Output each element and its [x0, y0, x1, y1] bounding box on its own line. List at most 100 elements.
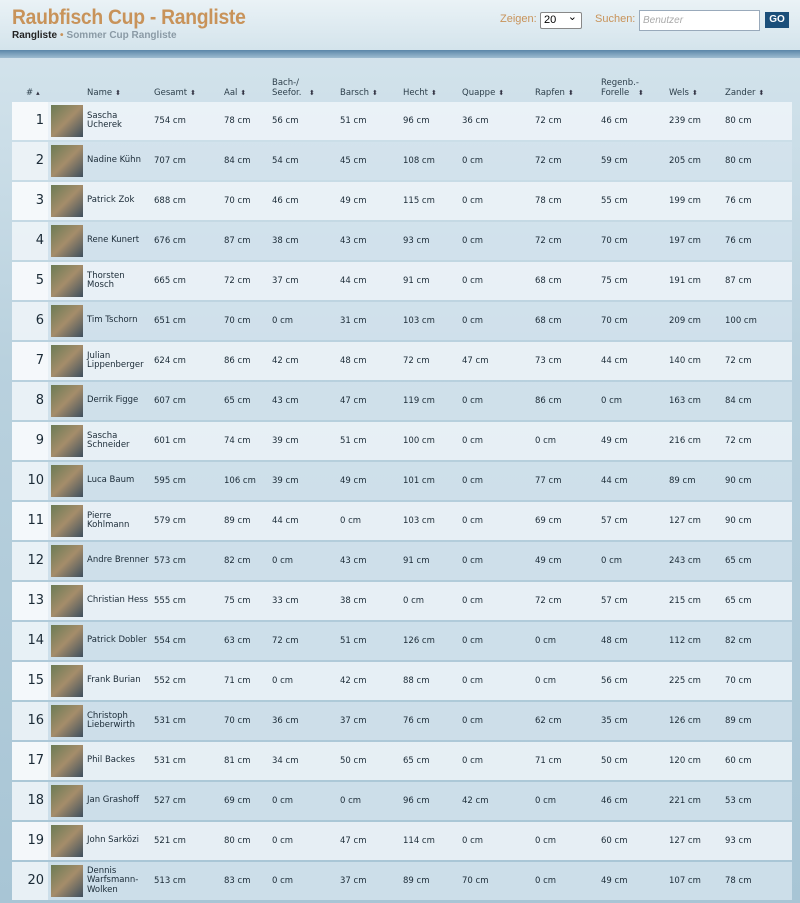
- length-cell: 108 cm: [403, 156, 435, 166]
- sort-icon[interactable]: ⬍: [372, 89, 378, 97]
- length-cell: 88 cm: [403, 676, 430, 686]
- avatar[interactable]: [51, 305, 83, 337]
- length-cell: 37 cm: [272, 276, 299, 286]
- sort-icon[interactable]: ⬍: [431, 89, 437, 97]
- show-select[interactable]: 20: [540, 10, 582, 29]
- search-input[interactable]: Benutzer: [639, 10, 760, 31]
- column-header[interactable]: Wels ⬍: [669, 68, 719, 98]
- length-cell: 59 cm: [601, 156, 628, 166]
- table-row: 18 Jan Grashoff 527 cm 69 cm 0 cm 0 cm 96 cm 42…: [12, 782, 792, 820]
- rank: 20: [12, 862, 48, 900]
- sort-icon[interactable]: ⬍: [567, 89, 574, 97]
- user-name[interactable]: Pierre Kohlmann: [87, 510, 130, 530]
- length-cell: 80 cm: [725, 116, 752, 126]
- table-row: 7 Julian Lippenberger 624 cm 86 cm 42 cm 48 c…: [12, 342, 792, 380]
- avatar[interactable]: [51, 505, 83, 537]
- user-name[interactable]: Sascha Ucherek: [87, 110, 122, 130]
- length-cell: 38 cm: [272, 236, 299, 246]
- column-header[interactable]: Rapfen ⬍: [535, 68, 590, 98]
- user-name[interactable]: Rene Kunert: [87, 235, 140, 246]
- user-name[interactable]: Sascha Schneider: [87, 430, 130, 450]
- column-header[interactable]: Name ⬍: [87, 68, 147, 98]
- rank: 8: [12, 382, 48, 420]
- length-cell: 0 cm: [601, 556, 623, 566]
- avatar[interactable]: [51, 425, 83, 457]
- user-name[interactable]: Christian Hess: [87, 595, 149, 606]
- sort-icon[interactable]: ⬍: [115, 89, 121, 97]
- column-header[interactable]: Barsch ⬍: [340, 68, 390, 98]
- rank: 16: [12, 702, 48, 740]
- length-cell: 665 cm: [154, 276, 186, 286]
- length-cell: 209 cm: [669, 316, 701, 326]
- user-name[interactable]: Phil Backes: [87, 755, 135, 766]
- avatar[interactable]: [51, 385, 83, 417]
- length-cell: 89 cm: [669, 476, 696, 486]
- user-name[interactable]: Derrik Figge: [87, 395, 139, 406]
- user-name[interactable]: Patrick Zok: [87, 195, 135, 206]
- length-cell: 70 cm: [601, 236, 628, 246]
- length-cell: 36 cm: [462, 116, 489, 126]
- length-cell: 73 cm: [535, 356, 562, 366]
- length-cell: 624 cm: [154, 356, 186, 366]
- column-header[interactable]: Zander ⬍: [725, 68, 775, 98]
- avatar[interactable]: [51, 185, 83, 217]
- user-name[interactable]: Jan Grashoff: [87, 795, 139, 806]
- avatar[interactable]: [51, 105, 83, 137]
- user-name[interactable]: Julian Lippenberger: [87, 350, 144, 370]
- sort-icon[interactable]: ⬍: [498, 89, 505, 97]
- avatar[interactable]: [51, 745, 83, 777]
- go-button[interactable]: GO: [765, 12, 789, 28]
- sort-icon[interactable]: ⬍: [691, 89, 698, 97]
- user-name[interactable]: Patrick Dobler: [87, 635, 147, 646]
- column-header[interactable]: Hecht ⬍: [403, 68, 453, 98]
- avatar[interactable]: [51, 865, 83, 897]
- length-cell: 140 cm: [669, 356, 701, 366]
- avatar[interactable]: [51, 265, 83, 297]
- sort-icon[interactable]: ▴: [36, 89, 40, 97]
- avatar[interactable]: [51, 705, 83, 737]
- length-cell: 45 cm: [340, 156, 367, 166]
- column-header[interactable]: Aal ⬍: [224, 68, 264, 98]
- column-header[interactable]: Quappe ⬍: [462, 68, 517, 98]
- avatar[interactable]: [51, 345, 83, 377]
- avatar[interactable]: [51, 825, 83, 857]
- avatar[interactable]: [51, 625, 83, 657]
- column-header[interactable]: Bach-/ Seefor. ⬍: [272, 68, 320, 98]
- user-name[interactable]: Christoph Lieberwirth: [87, 710, 135, 730]
- rank: 13: [12, 582, 48, 620]
- user-name[interactable]: Luca Baum: [87, 475, 135, 486]
- length-cell: 43 cm: [340, 236, 367, 246]
- avatar[interactable]: [51, 145, 83, 177]
- user-name[interactable]: John Sarközi: [87, 835, 139, 846]
- sort-icon[interactable]: ⬍: [638, 89, 644, 97]
- length-cell: 555 cm: [154, 596, 186, 606]
- user-name[interactable]: Tim Tschorn: [87, 315, 138, 326]
- length-cell: 87 cm: [725, 276, 752, 286]
- user-name[interactable]: Nadine Kühn: [87, 155, 141, 166]
- user-name[interactable]: Frank Burian: [87, 675, 141, 686]
- avatar[interactable]: [51, 545, 83, 577]
- sort-icon[interactable]: ⬍: [190, 89, 196, 97]
- length-cell: 531 cm: [154, 716, 186, 726]
- avatar[interactable]: [51, 785, 83, 817]
- sort-icon[interactable]: ⬍: [309, 89, 315, 97]
- table-row: 9 Sascha Schneider 601 cm 74 cm 39 cm 51 cm 10…: [12, 422, 792, 460]
- length-cell: 48 cm: [340, 356, 367, 366]
- column-header[interactable]: Gesamt ⬍: [154, 68, 204, 98]
- length-cell: 72 cm: [725, 436, 752, 446]
- user-name[interactable]: Dennis Warfsmann-Wolken: [87, 865, 139, 895]
- avatar[interactable]: [51, 465, 83, 497]
- sort-icon[interactable]: ⬍: [240, 89, 247, 97]
- user-name[interactable]: Andre Brenner: [87, 555, 149, 566]
- avatar[interactable]: [51, 585, 83, 617]
- column-header[interactable]: # ▴: [26, 68, 46, 98]
- breadcrumb-link[interactable]: Rangliste: [12, 30, 58, 41]
- user-name[interactable]: Thorsten Mosch: [87, 270, 125, 290]
- column-label: Quappe: [462, 88, 496, 98]
- sort-icon[interactable]: ⬍: [758, 89, 765, 97]
- column-header[interactable]: Regenb.-Forelle ⬍: [601, 68, 653, 98]
- avatar[interactable]: [51, 225, 83, 257]
- avatar[interactable]: [51, 665, 83, 697]
- length-cell: 205 cm: [669, 156, 701, 166]
- length-cell: 96 cm: [403, 796, 430, 806]
